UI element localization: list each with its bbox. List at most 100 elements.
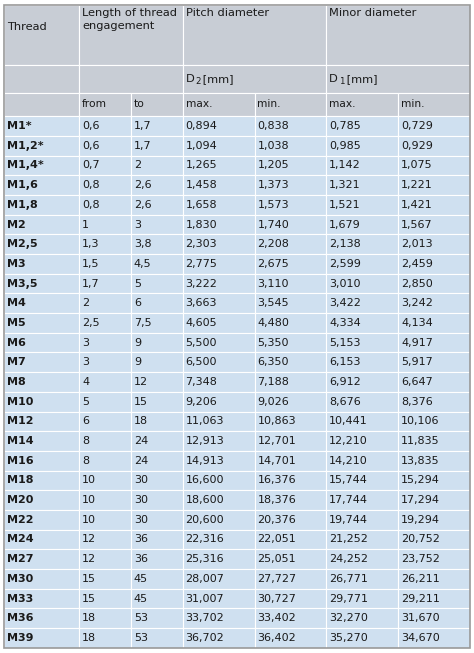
Text: 31,670: 31,670 <box>401 613 440 623</box>
Bar <box>327 510 398 530</box>
Text: 4,917: 4,917 <box>401 338 433 347</box>
Text: [mm]: [mm] <box>200 74 234 84</box>
Text: 30: 30 <box>134 515 148 525</box>
Text: 11,063: 11,063 <box>186 417 224 426</box>
Text: 0,8: 0,8 <box>82 180 100 190</box>
Bar <box>79 471 131 490</box>
Text: 2,6: 2,6 <box>134 180 152 190</box>
Bar <box>255 274 327 293</box>
Text: 12,913: 12,913 <box>186 436 224 446</box>
Text: 2,303: 2,303 <box>186 239 217 249</box>
Bar <box>4 411 79 431</box>
Text: 1,567: 1,567 <box>401 219 433 229</box>
Text: 53: 53 <box>134 633 148 643</box>
Text: 1,094: 1,094 <box>186 141 218 151</box>
Text: M12: M12 <box>7 417 33 426</box>
Text: 5,500: 5,500 <box>186 338 217 347</box>
Text: 10: 10 <box>82 495 96 505</box>
Text: 4,605: 4,605 <box>186 318 217 328</box>
Text: 7,348: 7,348 <box>186 377 218 387</box>
Bar <box>327 490 398 510</box>
Bar <box>131 411 183 431</box>
Text: M27: M27 <box>7 554 33 564</box>
Bar <box>398 313 470 333</box>
Text: to: to <box>134 99 145 110</box>
Bar <box>4 274 79 293</box>
Text: 19,744: 19,744 <box>329 515 368 525</box>
Bar <box>398 431 470 451</box>
Bar <box>183 451 255 471</box>
Text: 1: 1 <box>339 77 344 86</box>
Text: M24: M24 <box>7 535 33 545</box>
Text: 0,7: 0,7 <box>82 161 100 170</box>
Bar <box>183 293 255 313</box>
Text: 0,729: 0,729 <box>401 121 433 131</box>
Text: 6,647: 6,647 <box>401 377 433 387</box>
Bar <box>79 195 131 215</box>
Bar <box>255 293 327 313</box>
Text: 3: 3 <box>134 219 141 229</box>
Text: 28,007: 28,007 <box>186 574 225 584</box>
Text: 27,727: 27,727 <box>257 574 297 584</box>
Text: M1,4*: M1,4* <box>7 161 44 170</box>
Bar <box>255 490 327 510</box>
Bar <box>4 609 79 628</box>
Text: 31,007: 31,007 <box>186 594 224 603</box>
Text: 15: 15 <box>82 574 96 584</box>
Bar <box>255 155 327 175</box>
Text: M22: M22 <box>7 515 33 525</box>
Bar <box>255 333 327 353</box>
Text: M7: M7 <box>7 357 26 368</box>
Bar <box>398 628 470 648</box>
Text: 9,206: 9,206 <box>186 396 218 407</box>
Text: 1,7: 1,7 <box>82 279 100 289</box>
Bar <box>4 628 79 648</box>
Bar <box>255 431 327 451</box>
Text: 6,500: 6,500 <box>186 357 217 368</box>
Text: 0,894: 0,894 <box>186 121 218 131</box>
Text: 4,334: 4,334 <box>329 318 361 328</box>
Text: 0,929: 0,929 <box>401 141 433 151</box>
Text: 22,051: 22,051 <box>257 535 296 545</box>
Bar <box>79 569 131 589</box>
Bar <box>4 293 79 313</box>
Bar <box>327 628 398 648</box>
Bar <box>183 510 255 530</box>
Text: 2,599: 2,599 <box>329 259 361 269</box>
Text: 1,142: 1,142 <box>329 161 361 170</box>
Text: 20,752: 20,752 <box>401 535 440 545</box>
Text: 14,913: 14,913 <box>186 456 224 466</box>
Bar <box>4 569 79 589</box>
Bar <box>131 353 183 372</box>
Bar <box>183 254 255 274</box>
Text: 1,830: 1,830 <box>186 219 217 229</box>
Text: [mm]: [mm] <box>343 74 378 84</box>
Bar <box>327 411 398 431</box>
Text: 6,912: 6,912 <box>329 377 361 387</box>
Text: 3,010: 3,010 <box>329 279 361 289</box>
Bar <box>79 333 131 353</box>
Text: 22,316: 22,316 <box>186 535 224 545</box>
Text: 6: 6 <box>134 298 141 308</box>
Text: 10,106: 10,106 <box>401 417 440 426</box>
Bar <box>183 411 255 431</box>
Bar <box>183 530 255 549</box>
Text: 21,252: 21,252 <box>329 535 368 545</box>
Text: 3: 3 <box>82 357 89 368</box>
Text: D: D <box>329 74 338 84</box>
Text: M30: M30 <box>7 574 33 584</box>
Bar <box>327 136 398 155</box>
Text: 29,771: 29,771 <box>329 594 368 603</box>
Bar <box>327 274 398 293</box>
Bar <box>131 549 183 569</box>
Bar <box>255 372 327 392</box>
Text: 33,702: 33,702 <box>186 613 224 623</box>
Text: 10: 10 <box>82 515 96 525</box>
Bar <box>4 471 79 490</box>
Text: M3: M3 <box>7 259 25 269</box>
Text: 20,376: 20,376 <box>257 515 296 525</box>
Bar <box>131 372 183 392</box>
Bar <box>131 93 183 116</box>
Text: 25,316: 25,316 <box>186 554 224 564</box>
Text: 1: 1 <box>82 219 89 229</box>
